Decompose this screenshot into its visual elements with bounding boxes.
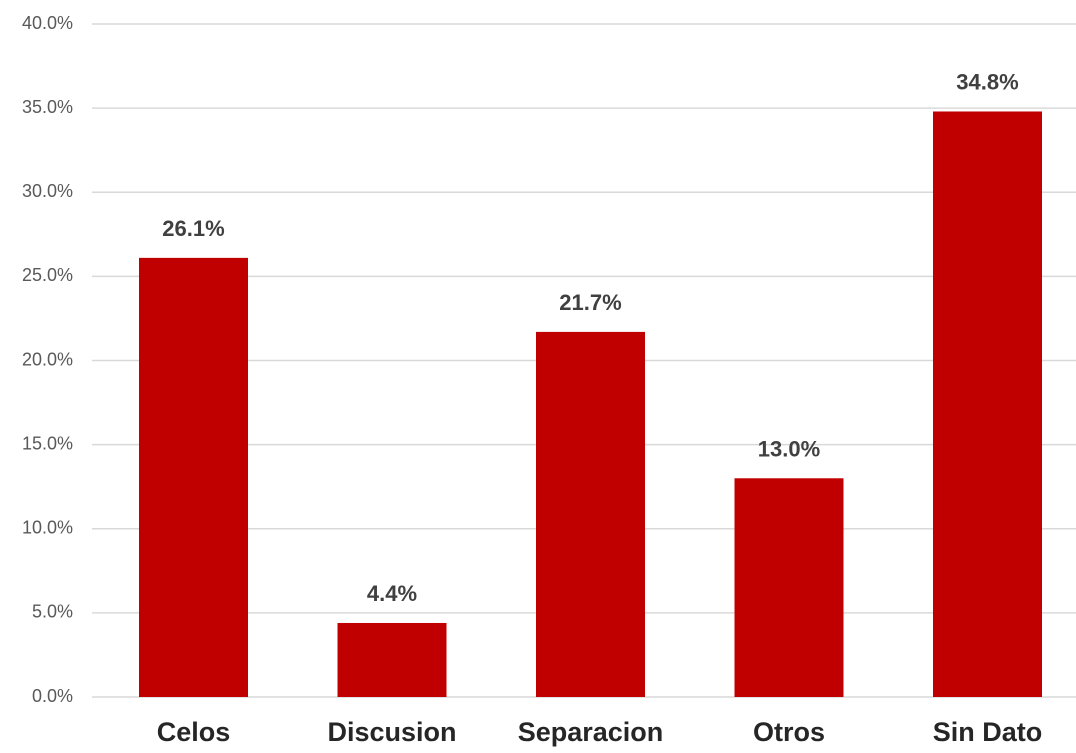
y-tick-label: 20.0% <box>22 349 73 369</box>
data-label: 4.4% <box>367 581 417 606</box>
x-axis-category-labels: Celos Discusion Separacion Otros Sin Dato <box>157 717 1043 747</box>
y-tick-label: 15.0% <box>22 433 73 453</box>
category-label: Sin Dato <box>933 717 1043 747</box>
y-tick-label: 5.0% <box>32 602 73 622</box>
category-label: Celos <box>157 717 231 747</box>
bar <box>536 331 645 697</box>
bar <box>734 478 844 697</box>
bar <box>337 622 447 697</box>
data-labels: 26.1% 4.4% 21.7% 13.0% 34.8% <box>162 69 1018 605</box>
category-label: Separacion <box>518 717 664 747</box>
bars <box>139 111 1042 698</box>
bar <box>139 257 248 697</box>
data-label: 26.1% <box>162 216 224 241</box>
y-tick-label: 35.0% <box>22 97 73 117</box>
data-label: 21.7% <box>559 290 621 315</box>
y-tick-label: 10.0% <box>22 518 73 538</box>
y-tick-label: 25.0% <box>22 265 73 285</box>
y-tick-label: 30.0% <box>22 181 73 201</box>
data-label: 13.0% <box>758 436 820 461</box>
data-label: 34.8% <box>956 69 1018 94</box>
category-label: Otros <box>753 717 825 747</box>
y-tick-label: 40.0% <box>22 13 73 33</box>
y-axis-tick-labels: 0.0% 5.0% 10.0% 15.0% 20.0% 25.0% 30.0% 35.0% 40… <box>22 13 73 706</box>
y-tick-label: 0.0% <box>32 686 73 706</box>
bar <box>933 111 1042 698</box>
category-label: Discusion <box>327 717 456 747</box>
